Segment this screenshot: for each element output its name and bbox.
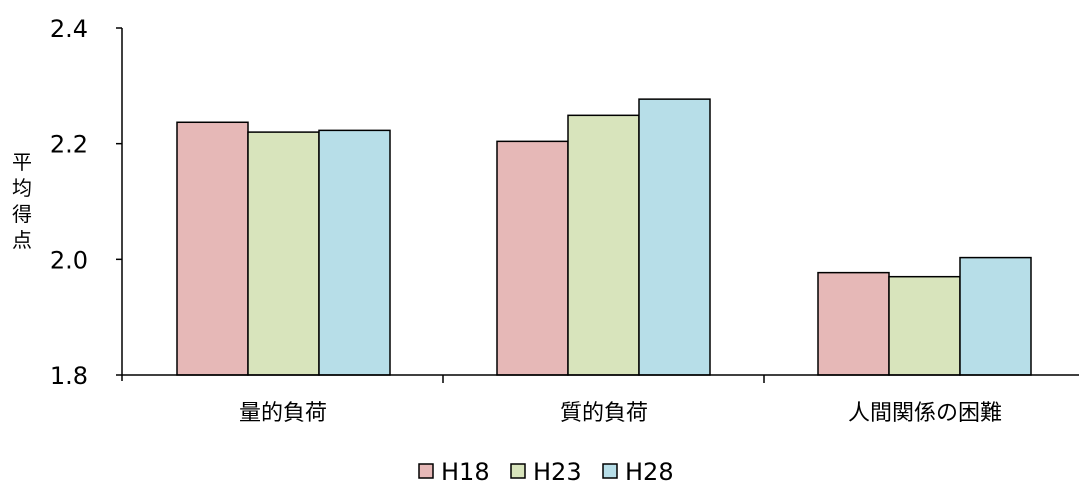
legend-swatch-h18 [418, 463, 434, 479]
y-axis-title-char: 平 [12, 150, 32, 174]
bar-h23-0 [247, 131, 320, 376]
legend-swatch-h28 [602, 463, 618, 479]
legend-label-h23: H23 [533, 458, 582, 485]
bar-h28-2 [959, 256, 1032, 376]
y-tick-label: 2.0 [50, 246, 88, 274]
legend: H18 H23 H28 [418, 458, 674, 485]
bar-h18-2 [817, 271, 890, 376]
bar-h23-2 [888, 275, 961, 376]
legend-swatch-h23 [510, 463, 526, 479]
bar-h23-1 [567, 114, 640, 376]
x-category-label: 人間関係の困難 [848, 401, 1002, 426]
bar-series [176, 98, 1032, 376]
y-axis-title-char: 得 [12, 202, 32, 226]
bar-h28-1 [638, 98, 711, 376]
bar-h28-0 [318, 129, 391, 376]
x-category-label: 量的負荷 [239, 401, 327, 426]
axes [121, 28, 1079, 383]
y-axis-title-char: 点 [12, 228, 32, 252]
y-axis-ticks: 1.8 2.0 2.2 2.4 [50, 15, 122, 390]
y-tick-label: 2.4 [50, 15, 88, 43]
legend-label-h18: H18 [441, 458, 490, 485]
bar-h18-1 [496, 140, 569, 376]
y-axis-title-char: 均 [12, 176, 32, 200]
y-tick-label: 1.8 [50, 362, 88, 390]
legend-label-h28: H28 [625, 458, 674, 485]
bar-h18-0 [176, 121, 249, 376]
x-axis-labels: 量的負荷 質的負荷 人間関係の困難 [239, 401, 1002, 426]
y-tick-label: 2.2 [50, 131, 88, 159]
x-category-label: 質的負荷 [560, 401, 648, 426]
